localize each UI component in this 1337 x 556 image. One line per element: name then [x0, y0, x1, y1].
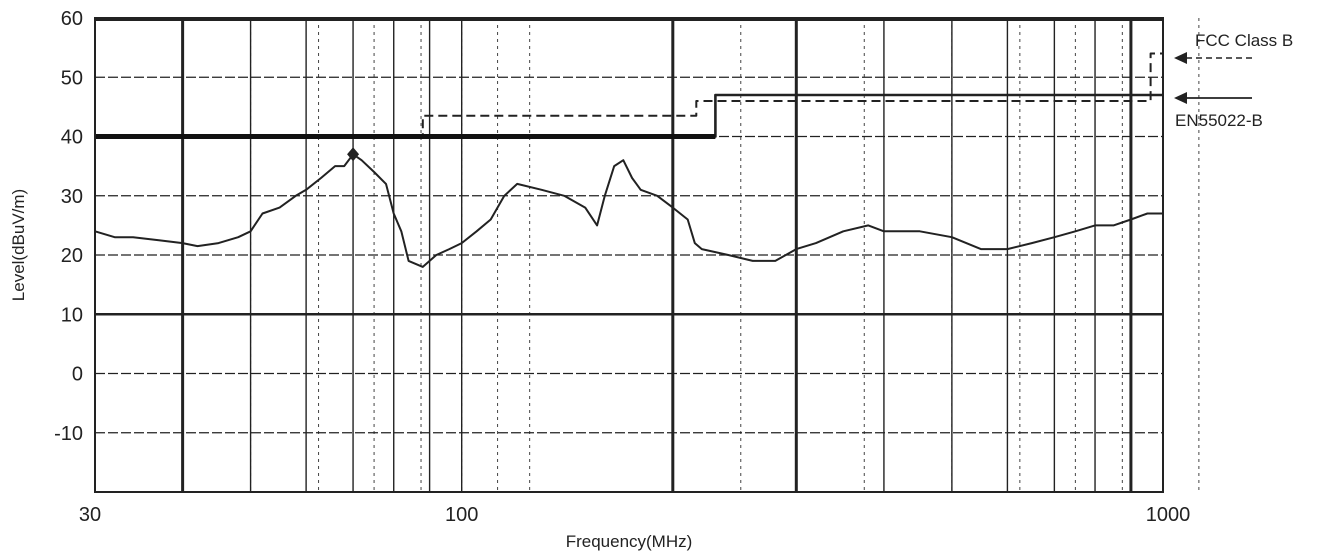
y-tick-label: 60	[61, 8, 83, 30]
x-tick-label: 100	[445, 504, 478, 526]
y-tick-label: 50	[61, 67, 83, 89]
limit-lines	[95, 52, 1163, 139]
series-line-measurement	[94, 153, 1163, 268]
legend-arrowhead-en55022-b	[1174, 92, 1187, 104]
y-tick-label: 40	[61, 127, 83, 149]
measurement-trace	[94, 147, 1163, 268]
legend-label-en55022-b: EN55022-B	[1175, 111, 1263, 130]
legend-arrowhead-fcc-class-b	[1174, 52, 1187, 64]
peak-marker	[347, 147, 360, 162]
legend-label-fcc-class-b: FCC Class B	[1195, 31, 1293, 50]
x-tick-labels: 30 100 1000	[79, 504, 1190, 526]
y-tick-labels: 60 50 40 30 20 10 0 -10	[54, 8, 83, 445]
x-tick-label: 30	[79, 504, 101, 526]
y-tick-label: 0	[72, 364, 83, 386]
plot-frame	[94, 17, 1164, 493]
y-tick-label: 20	[61, 245, 83, 267]
x-axis-label: Frequency(MHz)	[566, 532, 693, 551]
y-axis-label: Level(dBuV/m)	[9, 189, 28, 301]
y-tick-label: -10	[54, 423, 83, 445]
legend: FCC Class B EN55022-B	[1174, 31, 1293, 130]
y-tick-label: 10	[61, 304, 83, 326]
grid	[95, 17, 1200, 492]
x-tick-label: 1000	[1146, 504, 1191, 526]
y-tick-label: 30	[61, 186, 83, 208]
